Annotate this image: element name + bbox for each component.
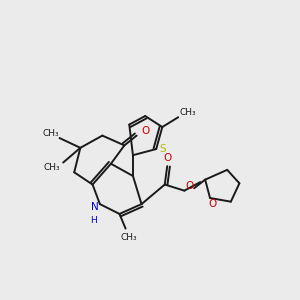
Text: O: O [185,181,194,191]
Text: CH₃: CH₃ [44,163,61,172]
Text: H: H [90,215,97,224]
Text: CH₃: CH₃ [43,129,59,138]
Text: O: O [141,126,149,136]
Text: O: O [163,153,171,163]
Text: CH₃: CH₃ [180,108,196,117]
Text: S: S [159,144,166,154]
Text: O: O [208,199,217,209]
Text: CH₃: CH₃ [121,233,138,242]
Text: N: N [91,202,99,212]
